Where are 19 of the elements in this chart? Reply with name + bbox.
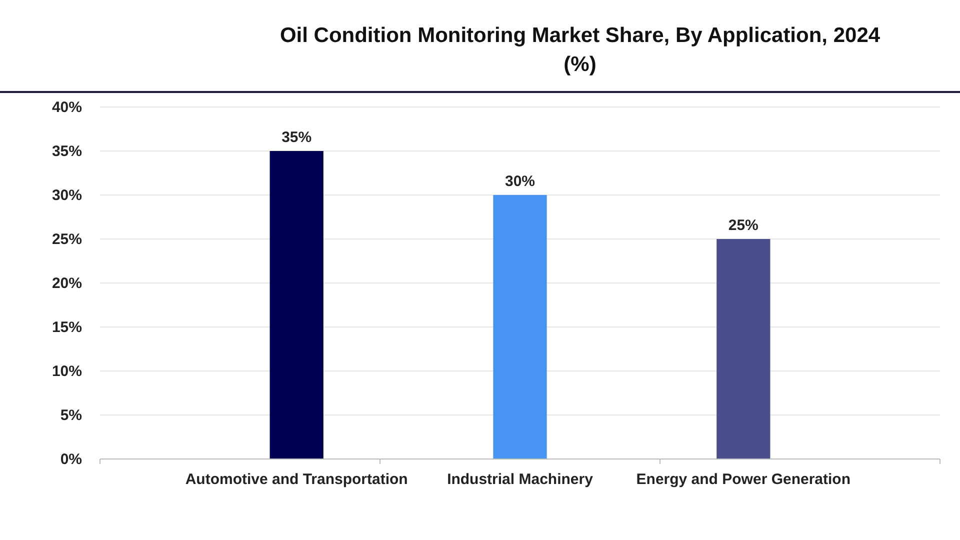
x-tick-label: Energy and Power Generation xyxy=(636,471,851,488)
y-tick-label: 40% xyxy=(52,99,82,116)
chart-title: Oil Condition Monitoring Market Share, By Application, 2024 (%) xyxy=(280,24,880,76)
x-tick-label: Automotive and Transportation xyxy=(185,471,408,488)
bar xyxy=(493,195,547,459)
data-label: 25% xyxy=(728,217,758,234)
y-tick-label: 15% xyxy=(52,319,82,336)
data-label: 35% xyxy=(282,129,312,146)
y-tick-label: 25% xyxy=(52,231,82,248)
data-label: 30% xyxy=(504,173,536,190)
bar xyxy=(716,239,770,459)
y-tick-label: 0% xyxy=(60,451,82,468)
y-tick-label: 5% xyxy=(60,407,82,424)
y-tick-label: 20% xyxy=(52,275,82,292)
bar xyxy=(270,151,324,459)
y-tick-label: 35% xyxy=(52,143,82,160)
y-tick-label: 30% xyxy=(52,187,82,204)
y-tick-label: 10% xyxy=(52,363,82,380)
x-tick-label: Industrial Machinery xyxy=(447,471,594,488)
